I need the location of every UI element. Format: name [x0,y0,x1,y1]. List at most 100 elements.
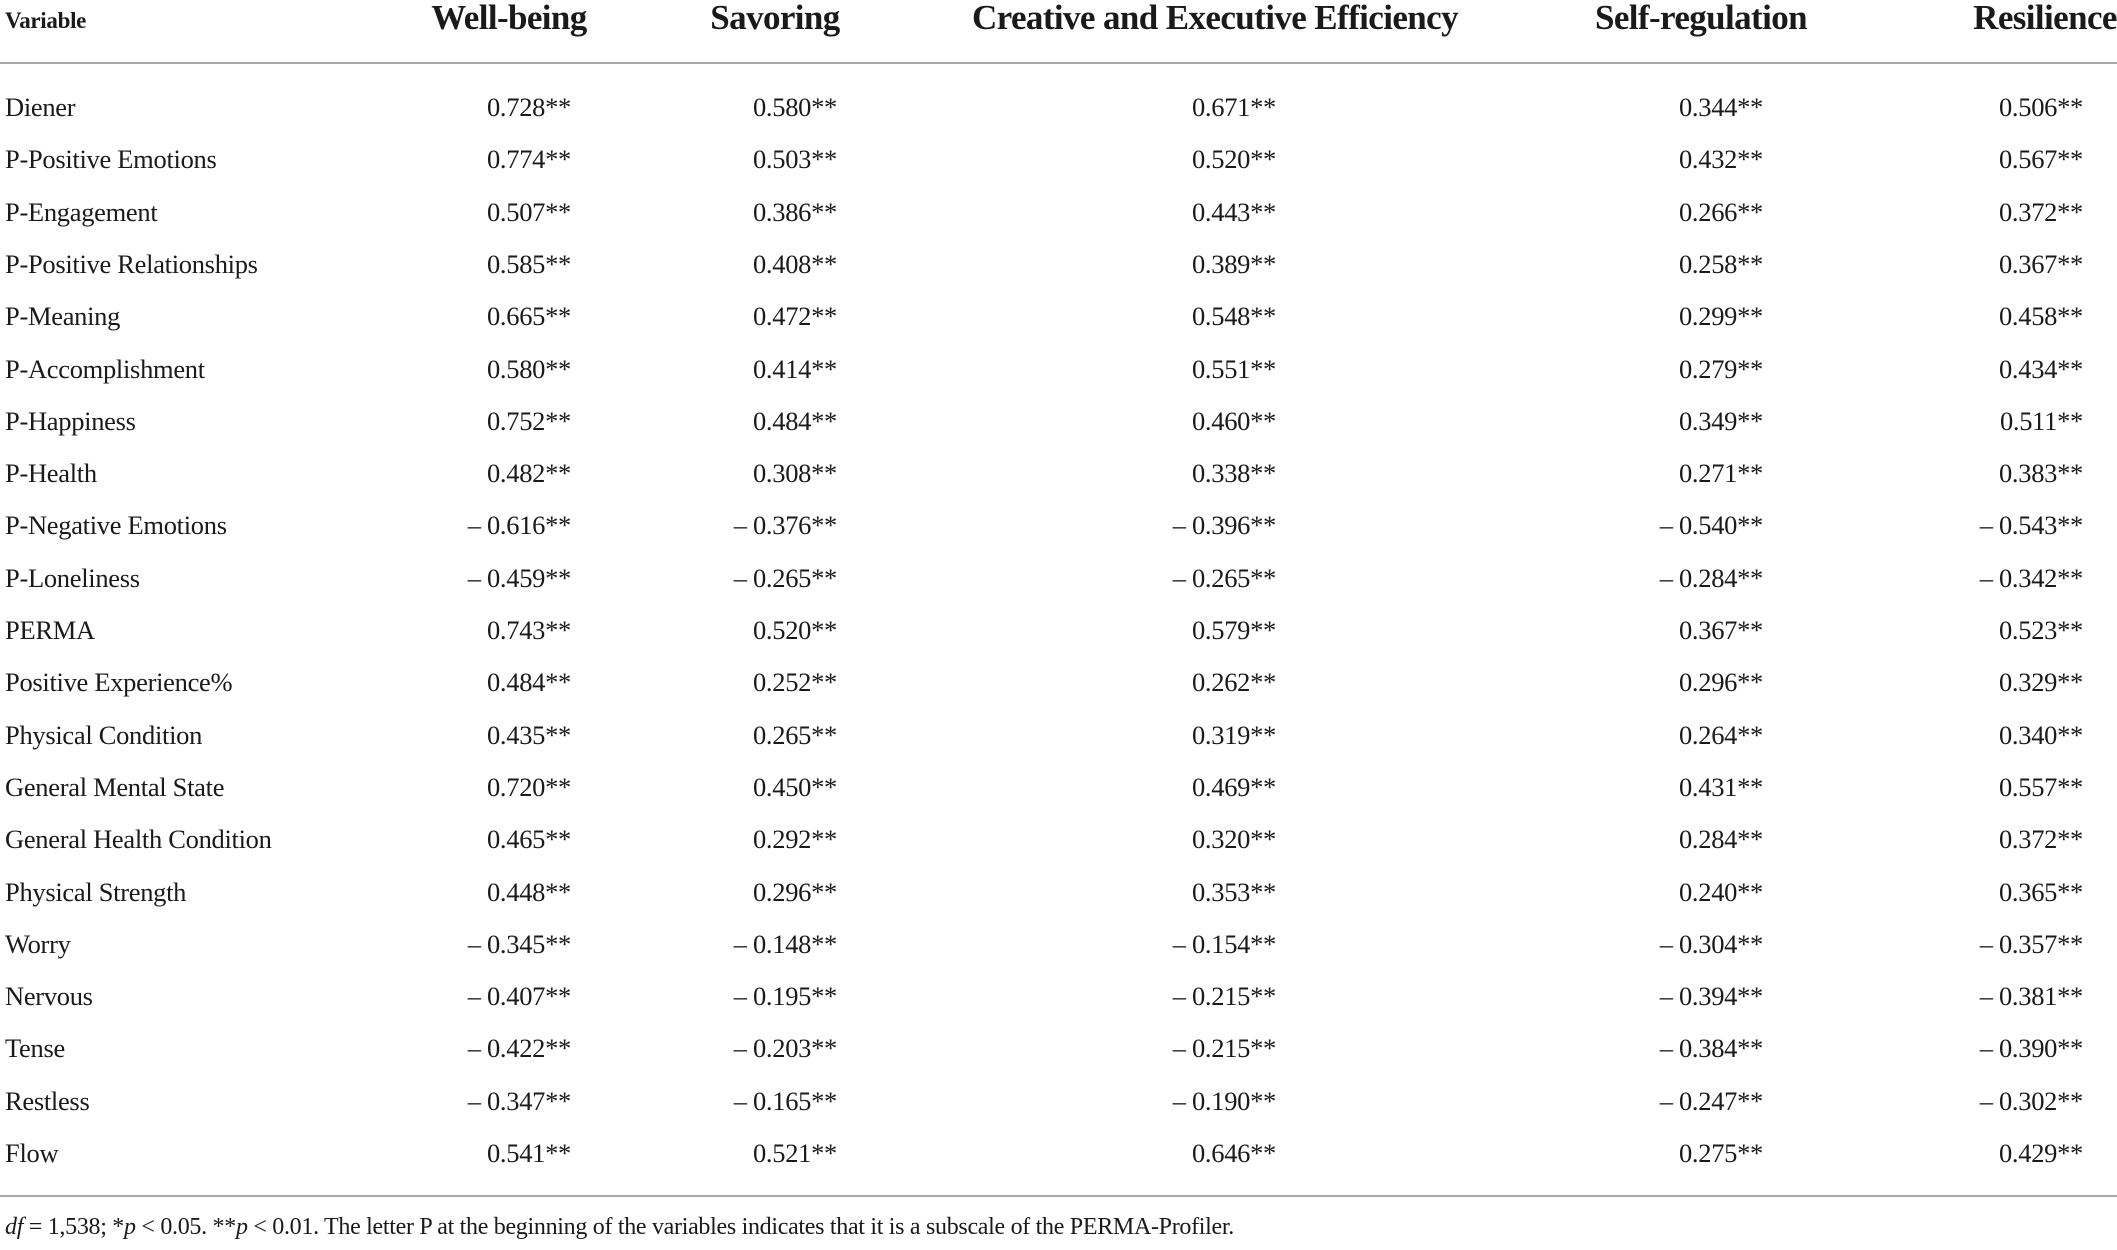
row-label: General Health Condition [5,824,272,855]
cell-well-being: – 0.422** [467,1033,572,1064]
cell-creative-executive-efficiency: 0.353** [1191,876,1276,907]
table-row: P-Loneliness – 0.459** – 0.265** – 0.265** –… [0,563,2117,615]
cell-creative-executive-efficiency: 0.551** [1191,353,1276,384]
cell-well-being: 0.448** [486,876,571,907]
cell-creative-executive-efficiency: – 0.396** [1172,510,1277,541]
cell-resilience: 0.567** [1998,144,2083,175]
cell-well-being: 0.728** [486,92,571,122]
cell-well-being: 0.482** [486,458,571,489]
cell-self-regulation: 0.275** [1678,1138,1763,1168]
cell-savoring: 0.521** [752,1138,837,1168]
cell-self-regulation: 0.271** [1678,458,1763,489]
cell-well-being: 0.435** [486,719,571,750]
cell-resilience: 0.523** [1998,615,2083,645]
row-label: Tense [5,1033,65,1064]
cell-resilience: – 0.543** [1979,510,2084,541]
table-row: Positive Experience% 0.484** 0.252** 0.262*… [0,667,2117,719]
table-row: General Mental State 0.720** 0.450** 0.469*… [0,772,2117,824]
cell-self-regulation: 0.349** [1678,405,1763,436]
cell-well-being: 0.743** [486,615,571,645]
header-rule [0,62,2117,64]
header-self-regulation: Self-regulation [1594,0,1808,37]
cell-creative-executive-efficiency: – 0.215** [1172,981,1277,1012]
cell-creative-executive-efficiency: 0.320** [1191,824,1276,855]
footnote-p1: p [123,1214,136,1240]
table-row: Restless – 0.347** – 0.165** – 0.190** – 0.2… [0,1086,2117,1138]
cell-savoring: – 0.265** [733,562,838,593]
cell-creative-executive-efficiency: 0.319** [1191,719,1276,750]
cell-resilience: 0.506** [1998,92,2083,122]
cell-resilience: 0.557** [1998,771,2083,802]
cell-well-being: – 0.345** [467,928,572,959]
cell-savoring: 0.520** [752,615,837,645]
cell-creative-executive-efficiency: 0.469** [1191,771,1276,802]
cell-savoring: – 0.148** [733,928,838,959]
cell-creative-executive-efficiency: 0.460** [1191,405,1276,436]
cell-well-being: 0.465** [486,824,571,855]
cell-resilience: – 0.381** [1979,981,2084,1012]
table-row: Diener 0.728** 0.580** 0.671** 0.344** 0.506*… [0,92,2117,144]
cell-creative-executive-efficiency: – 0.154** [1172,928,1277,959]
cell-well-being: – 0.407** [467,981,572,1012]
cell-self-regulation: 0.258** [1678,248,1763,279]
cell-resilience: 0.372** [1998,196,2083,227]
cell-savoring: 0.296** [752,876,837,907]
cell-resilience: 0.429** [1998,1138,2083,1168]
table-row: Physical Strength 0.448** 0.296** 0.353** 0.… [0,877,2117,929]
row-label: Nervous [5,981,93,1012]
row-label: P-Happiness [5,405,136,436]
table-row: P-Positive Relationships 0.585** 0.408** 0.… [0,249,2117,301]
row-label: Flow [5,1138,59,1168]
row-label: Worry [5,928,71,959]
row-label: P-Loneliness [5,562,140,593]
table-row: PERMA 0.743** 0.520** 0.579** 0.367** 0.523** [0,615,2117,667]
header-savoring: Savoring [710,0,840,37]
header-resilience: Resilience [1973,0,2117,37]
cell-savoring: 0.265** [752,719,837,750]
table-row: P-Negative Emotions – 0.616** – 0.376** – 0… [0,510,2117,562]
cell-savoring: – 0.165** [733,1085,838,1116]
row-label: Restless [5,1085,90,1116]
row-label: P-Meaning [5,301,121,332]
cell-resilience: 0.340** [1998,719,2083,750]
cell-well-being: 0.585** [486,248,571,279]
cell-savoring: 0.308** [752,458,837,489]
row-label: General Mental State [5,771,225,802]
table-row: P-Positive Emotions 0.774** 0.503** 0.520**… [0,144,2117,196]
cell-resilience: 0.329** [1998,667,2083,698]
cell-creative-executive-efficiency: 0.520** [1191,144,1276,175]
row-label: Positive Experience% [5,667,233,698]
footnote-p2-text: < 0.01. The letter P at the beginning of… [247,1214,1234,1240]
row-label: Physical Condition [5,719,203,750]
cell-self-regulation: – 0.540** [1659,510,1764,541]
cell-self-regulation: 0.264** [1678,719,1763,750]
cell-resilience: – 0.342** [1979,562,2084,593]
table-row: P-Meaning 0.665** 0.472** 0.548** 0.299** 0.4… [0,301,2117,353]
table-row: Flow 0.541** 0.521** 0.646** 0.275** 0.429** [0,1138,2117,1190]
row-label: PERMA [5,615,95,645]
cell-creative-executive-efficiency: 0.338** [1191,458,1276,489]
cell-self-regulation: 0.432** [1678,144,1763,175]
cell-resilience: 0.365** [1998,876,2083,907]
row-label: P-Engagement [5,196,158,227]
cell-savoring: 0.450** [752,771,837,802]
table-row: General Health Condition 0.465** 0.292** 0.… [0,824,2117,876]
cell-savoring: 0.414** [752,353,837,384]
cell-self-regulation: – 0.284** [1659,562,1764,593]
cell-savoring: 0.580** [752,92,837,122]
cell-savoring: – 0.203** [733,1033,838,1064]
cell-self-regulation: 0.284** [1678,824,1763,855]
footnote-df: df [5,1214,24,1240]
cell-self-regulation: 0.266** [1678,196,1763,227]
cell-creative-executive-efficiency: – 0.215** [1172,1033,1277,1064]
cell-well-being: – 0.347** [467,1085,572,1116]
row-label: P-Positive Emotions [5,144,217,175]
table-row: P-Health 0.482** 0.308** 0.338** 0.271** 0.38… [0,458,2117,510]
cell-self-regulation: 0.279** [1678,353,1763,384]
cell-well-being: 0.541** [486,1138,571,1168]
cell-self-regulation: 0.299** [1678,301,1763,332]
cell-resilience: 0.383** [1998,458,2083,489]
footnote-p1-text: < 0.05. ** [135,1214,236,1240]
cell-resilience: – 0.302** [1979,1085,2084,1116]
cell-savoring: 0.292** [752,824,837,855]
